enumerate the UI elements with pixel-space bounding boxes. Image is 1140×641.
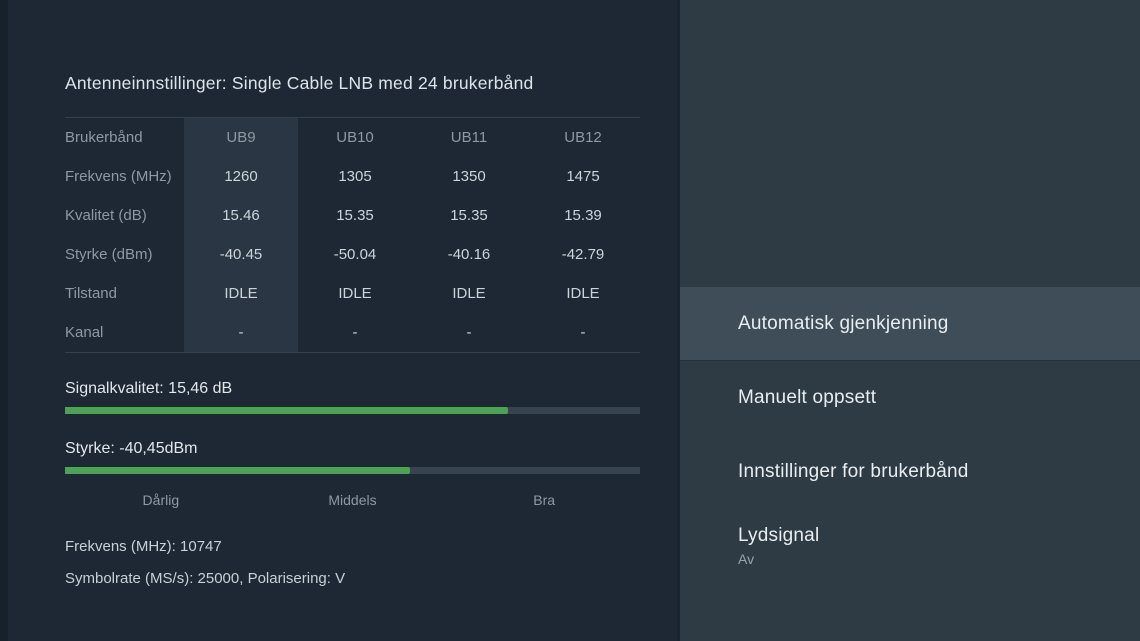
menu-item-value: Av	[738, 551, 755, 567]
table-cell: 1305	[338, 168, 372, 185]
row-label-strength: Styrke (dBm)	[65, 246, 153, 263]
menu-item-label: Innstillinger for brukerbånd	[738, 461, 969, 482]
table-cell: IDLE	[566, 285, 600, 302]
page-title: Antenneinnstillinger: Single Cable LNB m…	[65, 73, 534, 93]
table-cell: -	[466, 324, 472, 341]
table-cell: -	[238, 324, 244, 341]
table-cell: 1350	[452, 168, 486, 185]
frequency-detail: Frekvens (MHz): 10747	[65, 538, 222, 555]
signal-quality-bar	[65, 407, 640, 414]
signal-strength-bar	[65, 467, 640, 474]
menu-item-label: Automatisk gjenkjenning	[738, 313, 949, 334]
left-edge-strip	[0, 0, 8, 641]
row-label-channel: Kanal	[65, 324, 104, 341]
userband-table: Brukerbånd UB9 UB10 UB11 UB12 Frekvens (…	[65, 117, 640, 353]
signal-strength-bar-fill	[65, 467, 410, 474]
column-header-ub11: UB11	[450, 129, 488, 146]
scale-label-good: Bra	[533, 492, 556, 508]
table-cell: -	[580, 324, 586, 341]
table-cell: 15.39	[564, 207, 602, 224]
settings-menu: Automatisk gjenkjenning Manuelt oppsett …	[680, 287, 1140, 583]
table-cell: IDLE	[224, 285, 258, 302]
row-label-frequency: Frekvens (MHz)	[65, 168, 172, 185]
column-header-ub12: UB12	[564, 129, 602, 146]
signal-strength-label: Styrke: -40,45dBm	[65, 440, 198, 457]
table-cell: -40.16	[447, 246, 491, 263]
table-cell: 1260	[224, 168, 258, 185]
menu-item-label: Manuelt oppsett	[738, 387, 877, 408]
column-header-ub10: UB10	[336, 129, 374, 146]
symbolrate-detail: Symbolrate (MS/s): 25000, Polarisering: …	[65, 570, 346, 587]
table-cell: -42.79	[561, 246, 605, 263]
selected-column-highlight	[184, 118, 298, 352]
signal-scale: Dårlig Middels Bra	[65, 492, 640, 508]
scale-label-bad: Dårlig	[142, 492, 180, 508]
signal-quality-bar-fill	[65, 407, 508, 414]
table-cell: 1475	[566, 168, 600, 185]
scale-label-medium: Middels	[328, 492, 377, 508]
table-cell: IDLE	[338, 285, 372, 302]
table-cell: 15.35	[336, 207, 374, 224]
table-header-label: Brukerbånd	[65, 129, 143, 146]
signal-quality-label: Signalkvalitet: 15,46 dB	[65, 380, 233, 397]
menu-item-audio-signal[interactable]: Lydsignal Av	[680, 509, 1140, 583]
table-cell: -40.45	[219, 246, 263, 263]
table-cell: 15.35	[450, 207, 488, 224]
menu-item-userband-settings[interactable]: Innstillinger for brukerbånd	[680, 435, 1140, 509]
menu-item-manual-setup[interactable]: Manuelt oppsett	[680, 361, 1140, 435]
menu-item-label: Lydsignal	[738, 525, 820, 546]
menu-item-automatic-detection[interactable]: Automatisk gjenkjenning	[680, 287, 1140, 361]
row-label-state: Tilstand	[65, 285, 117, 302]
settings-menu-panel: Automatisk gjenkjenning Manuelt oppsett …	[677, 0, 1140, 641]
table-cell: IDLE	[452, 285, 486, 302]
row-label-quality: Kvalitet (dB)	[65, 207, 147, 224]
table-cell: -	[352, 324, 358, 341]
table-cell: 15.46	[222, 207, 260, 224]
column-header-ub9: UB9	[226, 129, 256, 146]
table-cell: -50.04	[333, 246, 377, 263]
